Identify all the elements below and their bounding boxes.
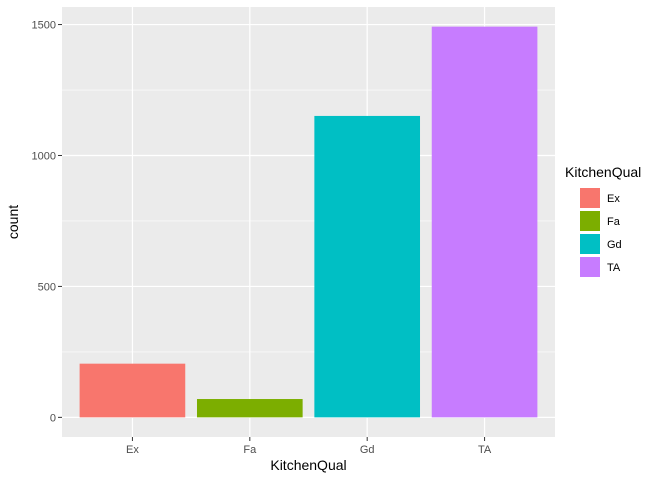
bar-gd bbox=[314, 115, 421, 418]
legend-label: Ex bbox=[607, 193, 620, 205]
x-tick-label: TA bbox=[478, 444, 492, 456]
x-axis-title: KitchenQual bbox=[270, 457, 346, 473]
y-tick-label: 1000 bbox=[32, 150, 56, 162]
y-tick-label: 500 bbox=[38, 281, 56, 293]
x-tick-label: Fa bbox=[243, 444, 257, 456]
y-tick-label: 1500 bbox=[32, 20, 56, 32]
legend-key-gd bbox=[580, 234, 600, 254]
x-axis-ticks: Ex Fa Gd TA bbox=[126, 437, 492, 456]
bar-ta bbox=[431, 26, 538, 418]
x-tick-label: Gd bbox=[360, 444, 375, 456]
legend-key-ex bbox=[580, 188, 600, 208]
y-axis-ticks: 0 500 1000 1500 bbox=[32, 20, 62, 424]
legend-key-fa bbox=[580, 211, 600, 231]
legend-title: KitchenQual bbox=[565, 164, 641, 180]
y-axis-title: count bbox=[5, 205, 21, 239]
bar-fa bbox=[196, 399, 303, 418]
legend: KitchenQual Ex Fa Gd TA bbox=[565, 164, 641, 277]
legend-label: Fa bbox=[607, 216, 621, 228]
bars bbox=[79, 26, 538, 418]
legend-label: Gd bbox=[607, 239, 622, 251]
y-tick-label: 0 bbox=[50, 412, 56, 424]
bar-ex bbox=[79, 363, 186, 418]
legend-label: TA bbox=[607, 262, 621, 274]
x-tick-label: Ex bbox=[126, 444, 139, 456]
legend-key-ta bbox=[580, 257, 600, 277]
